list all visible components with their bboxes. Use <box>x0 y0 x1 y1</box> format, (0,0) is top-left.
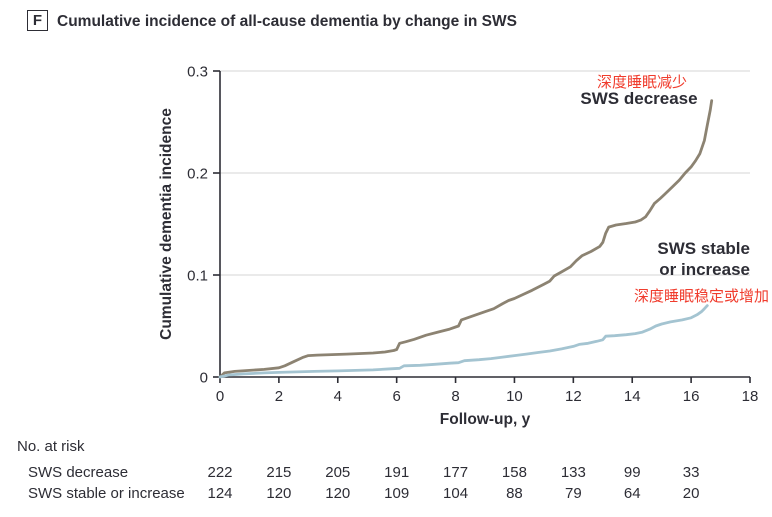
risk-value: 124 <box>207 485 233 502</box>
annotation-sws-decrease-label: SWS decrease <box>580 89 698 108</box>
curve-sws-stable-or-increase <box>218 304 709 379</box>
y-tick-label: 0.1 <box>187 267 208 284</box>
x-tick-label: 8 <box>451 388 459 405</box>
y-tick-label: 0 <box>200 369 208 386</box>
risk-value: 222 <box>207 464 233 481</box>
risk-value: 133 <box>560 464 586 481</box>
risk-value: 205 <box>325 464 351 481</box>
x-axis-label: Follow-up, y <box>439 411 531 428</box>
risk-value: 177 <box>443 464 469 481</box>
x-tick-label: 10 <box>506 388 523 405</box>
figure-title: Cumulative incidence of all-cause dement… <box>57 13 517 30</box>
annotation-sws-stable-label-line2: or increase <box>659 260 750 279</box>
x-tick-label: 6 <box>392 388 400 405</box>
x-tick-label: 12 <box>565 388 582 405</box>
risk-value: 79 <box>564 485 582 502</box>
risk-value: 104 <box>443 485 469 502</box>
risk-table-title: No. at risk <box>17 438 85 455</box>
y-tick-label: 0.2 <box>187 165 208 182</box>
risk-value: 120 <box>325 485 351 502</box>
curve-sws-decrease <box>218 99 714 379</box>
annotation-sws-stable-chinese: 深度睡眠稳定或增加 <box>633 288 769 305</box>
risk-value: 120 <box>266 485 292 502</box>
risk-row-label-sws-stable: SWS stable or increase <box>28 485 185 502</box>
x-tick-label: 14 <box>624 388 641 405</box>
x-tick-label: 4 <box>334 388 342 405</box>
x-tick-label: 18 <box>742 388 759 405</box>
risk-value: 191 <box>384 464 410 481</box>
risk-value: 88 <box>506 485 523 502</box>
annotation-sws-stable-label-line1: SWS stable <box>657 239 750 258</box>
risk-value: 99 <box>623 464 641 481</box>
risk-value: 64 <box>623 485 641 502</box>
panel-label: F <box>32 12 43 29</box>
y-tick-label: 0.3 <box>187 63 208 80</box>
y-axis-label: Cumulative dementia incidence <box>158 108 175 340</box>
risk-value: 33 <box>682 464 700 481</box>
risk-value: 158 <box>501 464 527 481</box>
x-tick-label: 2 <box>275 388 283 405</box>
risk-value: 109 <box>384 485 410 502</box>
x-tick-label: 16 <box>683 388 700 405</box>
risk-value: 20 <box>682 485 700 502</box>
panel-label-box: F <box>27 10 48 31</box>
x-tick-label: 0 <box>216 388 224 405</box>
risk-value: 215 <box>266 464 292 481</box>
risk-row-label-sws-decrease: SWS decrease <box>28 464 129 481</box>
annotation-sws-decrease-chinese: 深度睡眠减少 <box>596 74 688 91</box>
